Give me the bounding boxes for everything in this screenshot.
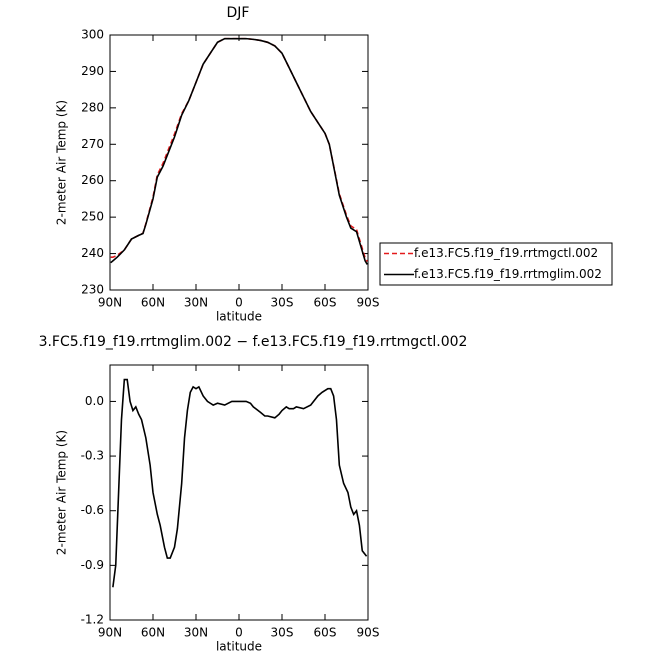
x-tick-label: 30S: [271, 626, 294, 640]
x-axis-label: latitude: [216, 310, 262, 324]
chart-title: DJF: [227, 5, 250, 21]
y-tick-label: 300: [81, 28, 104, 42]
x-tick-label: 30N: [184, 296, 208, 310]
x-tick-label: 90S: [357, 626, 380, 640]
y-tick-label: 240: [81, 246, 104, 260]
y-tick-label: -0.3: [81, 449, 104, 463]
data-line: [112, 378, 368, 588]
x-tick-label: 60S: [314, 626, 337, 640]
x-tick-label: 90N: [98, 626, 122, 640]
y-axis-label: 2-meter Air Temp (K): [55, 430, 69, 555]
plot-frame: [109, 364, 369, 621]
y-tick-label: 290: [81, 64, 104, 78]
x-tick-label: 60N: [141, 296, 165, 310]
x-tick-label: 0: [235, 626, 243, 640]
x-tick-label: 30S: [271, 296, 294, 310]
legend-label: f.e13.FC5.f19_f19.rrtmglim.002: [414, 267, 602, 281]
legend-label: f.e13.FC5.f19_f19.rrtmgctl.002: [414, 246, 598, 260]
y-axis-label: 2-meter Air Temp (K): [55, 100, 69, 225]
x-tick-label: 30N: [184, 626, 208, 640]
data-line: [110, 37, 368, 262]
y-tick-label: 260: [81, 173, 104, 187]
y-tick-label: 0.0: [85, 394, 104, 408]
x-tick-label: 90S: [357, 296, 380, 310]
y-tick-label: -0.9: [81, 558, 104, 572]
y-tick-label: 250: [81, 210, 104, 224]
y-tick-label: -0.6: [81, 503, 104, 517]
chart-title: 3.FC5.f19_f19.rrtmglim.002 − f.e13.FC5.f…: [39, 334, 468, 350]
y-tick-label: 230: [81, 283, 104, 297]
x-axis-label: latitude: [216, 640, 262, 654]
plot-frame: [109, 34, 369, 291]
legend-box: [379, 242, 613, 286]
y-tick-label: 270: [81, 137, 104, 151]
x-tick-label: 60S: [314, 296, 337, 310]
y-tick-label: -1.2: [81, 613, 104, 627]
x-tick-label: 0: [235, 296, 243, 310]
x-tick-label: 90N: [98, 296, 122, 310]
x-tick-label: 60N: [141, 626, 165, 640]
y-tick-label: 280: [81, 100, 104, 114]
data-line: [110, 37, 368, 265]
